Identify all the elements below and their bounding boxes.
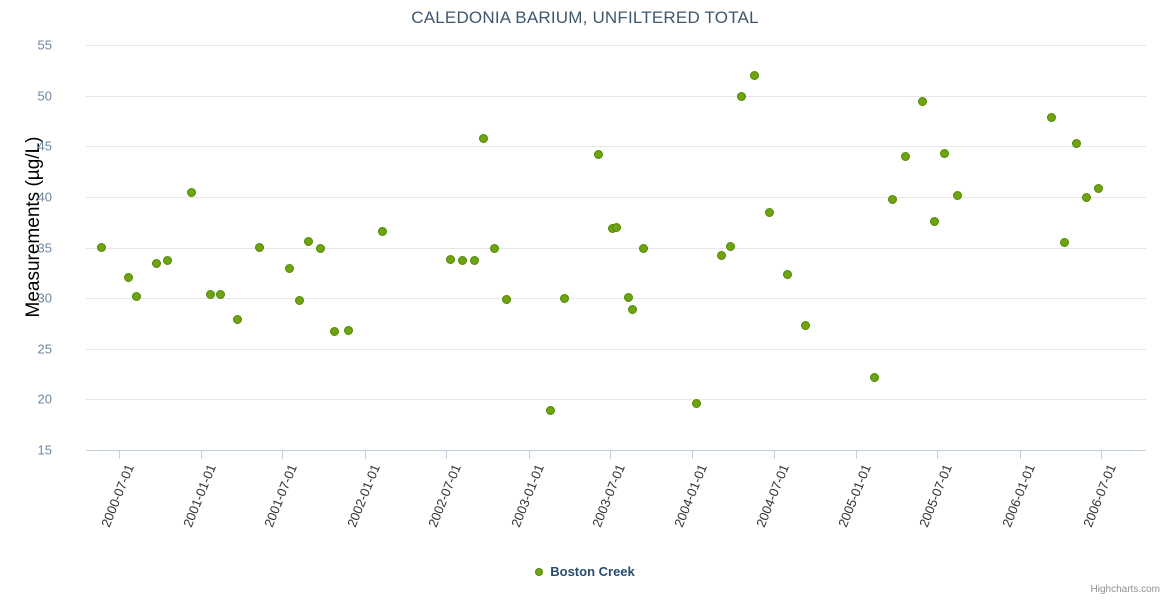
- x-axis-tick-mark: [118, 451, 120, 459]
- data-point[interactable]: [930, 216, 940, 226]
- data-point[interactable]: [1059, 237, 1069, 247]
- data-point[interactable]: [940, 148, 950, 158]
- data-point[interactable]: [295, 295, 305, 305]
- data-point[interactable]: [624, 292, 634, 302]
- data-point[interactable]: [303, 236, 313, 246]
- data-point[interactable]: [205, 289, 215, 299]
- data-point[interactable]: [953, 191, 963, 201]
- legend-item-boston-creek[interactable]: Boston Creek: [535, 563, 635, 579]
- data-point[interactable]: [1094, 184, 1104, 194]
- y-axis-tick-label: 40: [37, 189, 52, 205]
- data-point[interactable]: [316, 244, 325, 253]
- data-point[interactable]: [489, 244, 499, 253]
- data-point[interactable]: [478, 133, 488, 143]
- gridline: [86, 298, 1146, 300]
- data-point[interactable]: [330, 327, 340, 337]
- x-axis-tick-mark: [937, 451, 939, 459]
- y-axis-tick-label: 25: [37, 341, 52, 357]
- data-point[interactable]: [546, 406, 556, 415]
- x-axis-line: [86, 450, 1146, 451]
- data-point[interactable]: [1081, 193, 1091, 203]
- data-point[interactable]: [446, 255, 456, 265]
- data-point[interactable]: [215, 289, 225, 299]
- data-point[interactable]: [152, 259, 162, 269]
- gridline: [86, 95, 1146, 97]
- gridline: [86, 399, 1146, 401]
- plot-area: 15 20 25 30 35 40 45 50 55: [38, 38, 1146, 458]
- gridline: [86, 348, 1146, 350]
- gridline: [86, 247, 1146, 249]
- y-axis-title: Measurements (µg/L): [23, 136, 44, 318]
- legend-item-label: Boston Creek: [550, 564, 635, 580]
- credits-label[interactable]: Highcharts.com: [1090, 584, 1160, 595]
- x-axis-tick-mark: [856, 451, 858, 459]
- y-axis-tick-label: 20: [37, 391, 52, 407]
- x-axis-tick-mark: [446, 451, 448, 459]
- data-point[interactable]: [611, 222, 621, 232]
- x-axis-tick-mark: [692, 451, 694, 459]
- data-point[interactable]: [783, 270, 793, 280]
- data-point[interactable]: [765, 207, 775, 217]
- y-axis-tick-label: 35: [37, 240, 52, 255]
- x-axis-tick-mark: [282, 451, 284, 459]
- y-axis-tick-label: 15: [37, 442, 52, 458]
- data-point[interactable]: [1071, 138, 1081, 148]
- data-point[interactable]: [1047, 113, 1057, 123]
- y-axis-tick-label: 50: [37, 88, 52, 104]
- data-point[interactable]: [594, 149, 604, 159]
- y-axis-tick-label: 45: [37, 138, 52, 154]
- data-point[interactable]: [716, 251, 726, 261]
- data-point[interactable]: [469, 256, 479, 266]
- data-point[interactable]: [737, 92, 747, 102]
- gridline: [86, 146, 1146, 148]
- data-point[interactable]: [458, 256, 468, 266]
- data-point[interactable]: [560, 293, 570, 303]
- x-axis-tick-mark: [364, 451, 366, 459]
- data-point[interactable]: [869, 372, 879, 382]
- data-point[interactable]: [639, 244, 649, 253]
- data-point[interactable]: [726, 241, 736, 251]
- data-point[interactable]: [187, 188, 197, 198]
- data-point[interactable]: [691, 398, 701, 408]
- data-point[interactable]: [749, 70, 759, 80]
- data-point[interactable]: [132, 291, 142, 301]
- x-axis-tick-mark: [773, 451, 775, 459]
- y-axis-tick-label: 55: [37, 37, 52, 53]
- legend-marker-icon: [535, 567, 544, 576]
- data-point[interactable]: [163, 256, 173, 266]
- data-point[interactable]: [377, 226, 387, 236]
- chart-legend: Boston Creek: [0, 563, 1170, 579]
- x-axis-tick-mark: [1101, 451, 1103, 459]
- x-axis-tick-mark: [528, 451, 530, 459]
- x-axis-tick-mark: [1020, 451, 1021, 459]
- chart-title: CALEDONIA BARIUM, UNFILTERED TOTAL: [411, 8, 759, 27]
- data-point[interactable]: [800, 320, 810, 330]
- data-point[interactable]: [887, 195, 897, 205]
- data-point[interactable]: [343, 326, 353, 336]
- data-point[interactable]: [232, 314, 242, 324]
- gridline: [86, 196, 1146, 198]
- data-point[interactable]: [123, 273, 133, 283]
- data-point[interactable]: [96, 243, 106, 252]
- data-point[interactable]: [917, 97, 927, 107]
- data-point[interactable]: [628, 304, 638, 314]
- data-point[interactable]: [900, 151, 910, 161]
- data-point[interactable]: [501, 294, 511, 304]
- data-point[interactable]: [284, 264, 294, 274]
- data-point[interactable]: [254, 243, 264, 252]
- x-axis-tick-mark: [609, 451, 611, 459]
- x-axis-tick-mark: [201, 451, 203, 459]
- gridline: [86, 45, 1146, 46]
- y-axis-tick-label: 30: [37, 290, 52, 306]
